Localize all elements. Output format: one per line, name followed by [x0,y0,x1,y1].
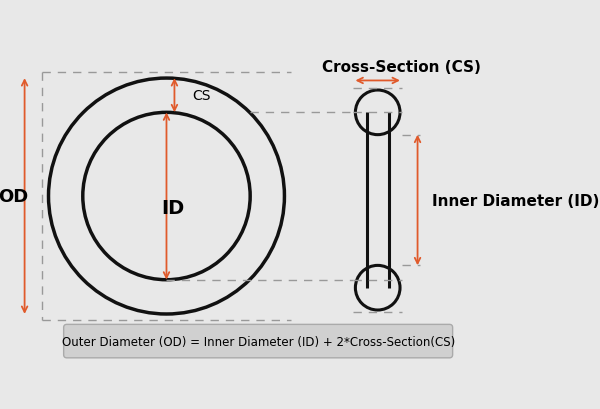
Text: Cross-Section (CS): Cross-Section (CS) [322,59,481,74]
Text: Inner Diameter (ID): Inner Diameter (ID) [432,193,599,208]
FancyBboxPatch shape [64,325,452,358]
Text: OD: OD [0,188,29,206]
Text: Outer Diameter (OD) = Inner Diameter (ID) + 2*Cross-Section(CS): Outer Diameter (OD) = Inner Diameter (ID… [62,335,455,348]
Text: CS: CS [192,89,211,103]
Text: ID: ID [161,199,184,218]
